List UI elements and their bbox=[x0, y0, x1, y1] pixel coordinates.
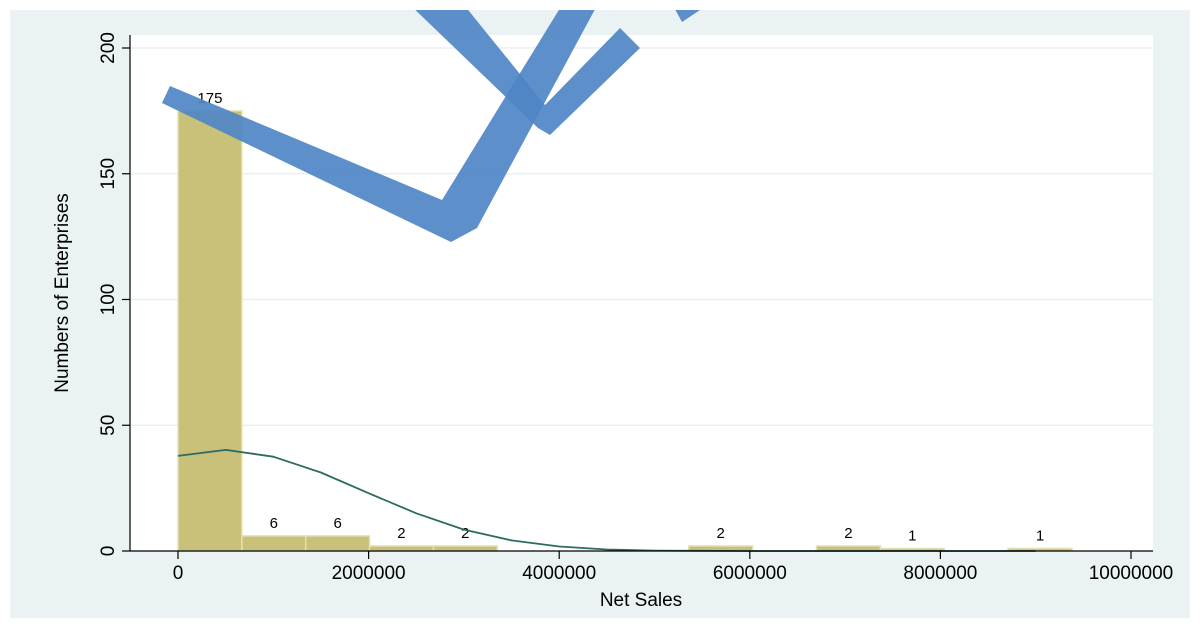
bar-label: 6 bbox=[270, 515, 278, 532]
y-tick-label: 150 bbox=[98, 158, 119, 190]
bar-label: 2 bbox=[717, 525, 725, 542]
bar-label: 2 bbox=[461, 525, 469, 542]
bar-label: 2 bbox=[844, 525, 852, 542]
y-tick-label: 0 bbox=[98, 546, 119, 557]
bar-label: 1 bbox=[908, 527, 916, 544]
x-tick-label: 10000000 bbox=[1089, 563, 1174, 584]
x-tick-label: 0 bbox=[173, 563, 184, 584]
histogram-bar bbox=[368, 545, 435, 552]
x-tick-label: 2000000 bbox=[332, 563, 406, 584]
y-tick-label: 200 bbox=[98, 32, 119, 64]
watermark-stroke-v bbox=[162, 10, 595, 242]
histogram-bar bbox=[432, 545, 499, 552]
x-tick-label: 6000000 bbox=[713, 563, 787, 584]
y-axis-title: Numbers of Enterprises bbox=[52, 193, 73, 393]
x-tick-label: 8000000 bbox=[903, 563, 977, 584]
y-tick-label: 50 bbox=[98, 415, 119, 436]
histogram-bar bbox=[241, 535, 307, 552]
watermark-stroke-fragment bbox=[675, 10, 700, 22]
chart-figure: 175 6 6 2 2 2 2 1 1 0 50 100 150 200 0 2000000 4000000 60… bbox=[10, 10, 1190, 618]
bar-label: 1 bbox=[1036, 527, 1044, 544]
watermark-stroke-e bbox=[415, 10, 640, 135]
bar-label: 2 bbox=[397, 525, 405, 542]
histogram-bar bbox=[177, 110, 243, 552]
y-tick-label: 100 bbox=[98, 284, 119, 316]
plot-area bbox=[130, 35, 1153, 551]
x-tick-label: 4000000 bbox=[522, 563, 596, 584]
histogram-bar bbox=[304, 535, 371, 552]
bar-label: 6 bbox=[333, 515, 341, 532]
x-axis-title: Net Sales bbox=[600, 590, 682, 611]
